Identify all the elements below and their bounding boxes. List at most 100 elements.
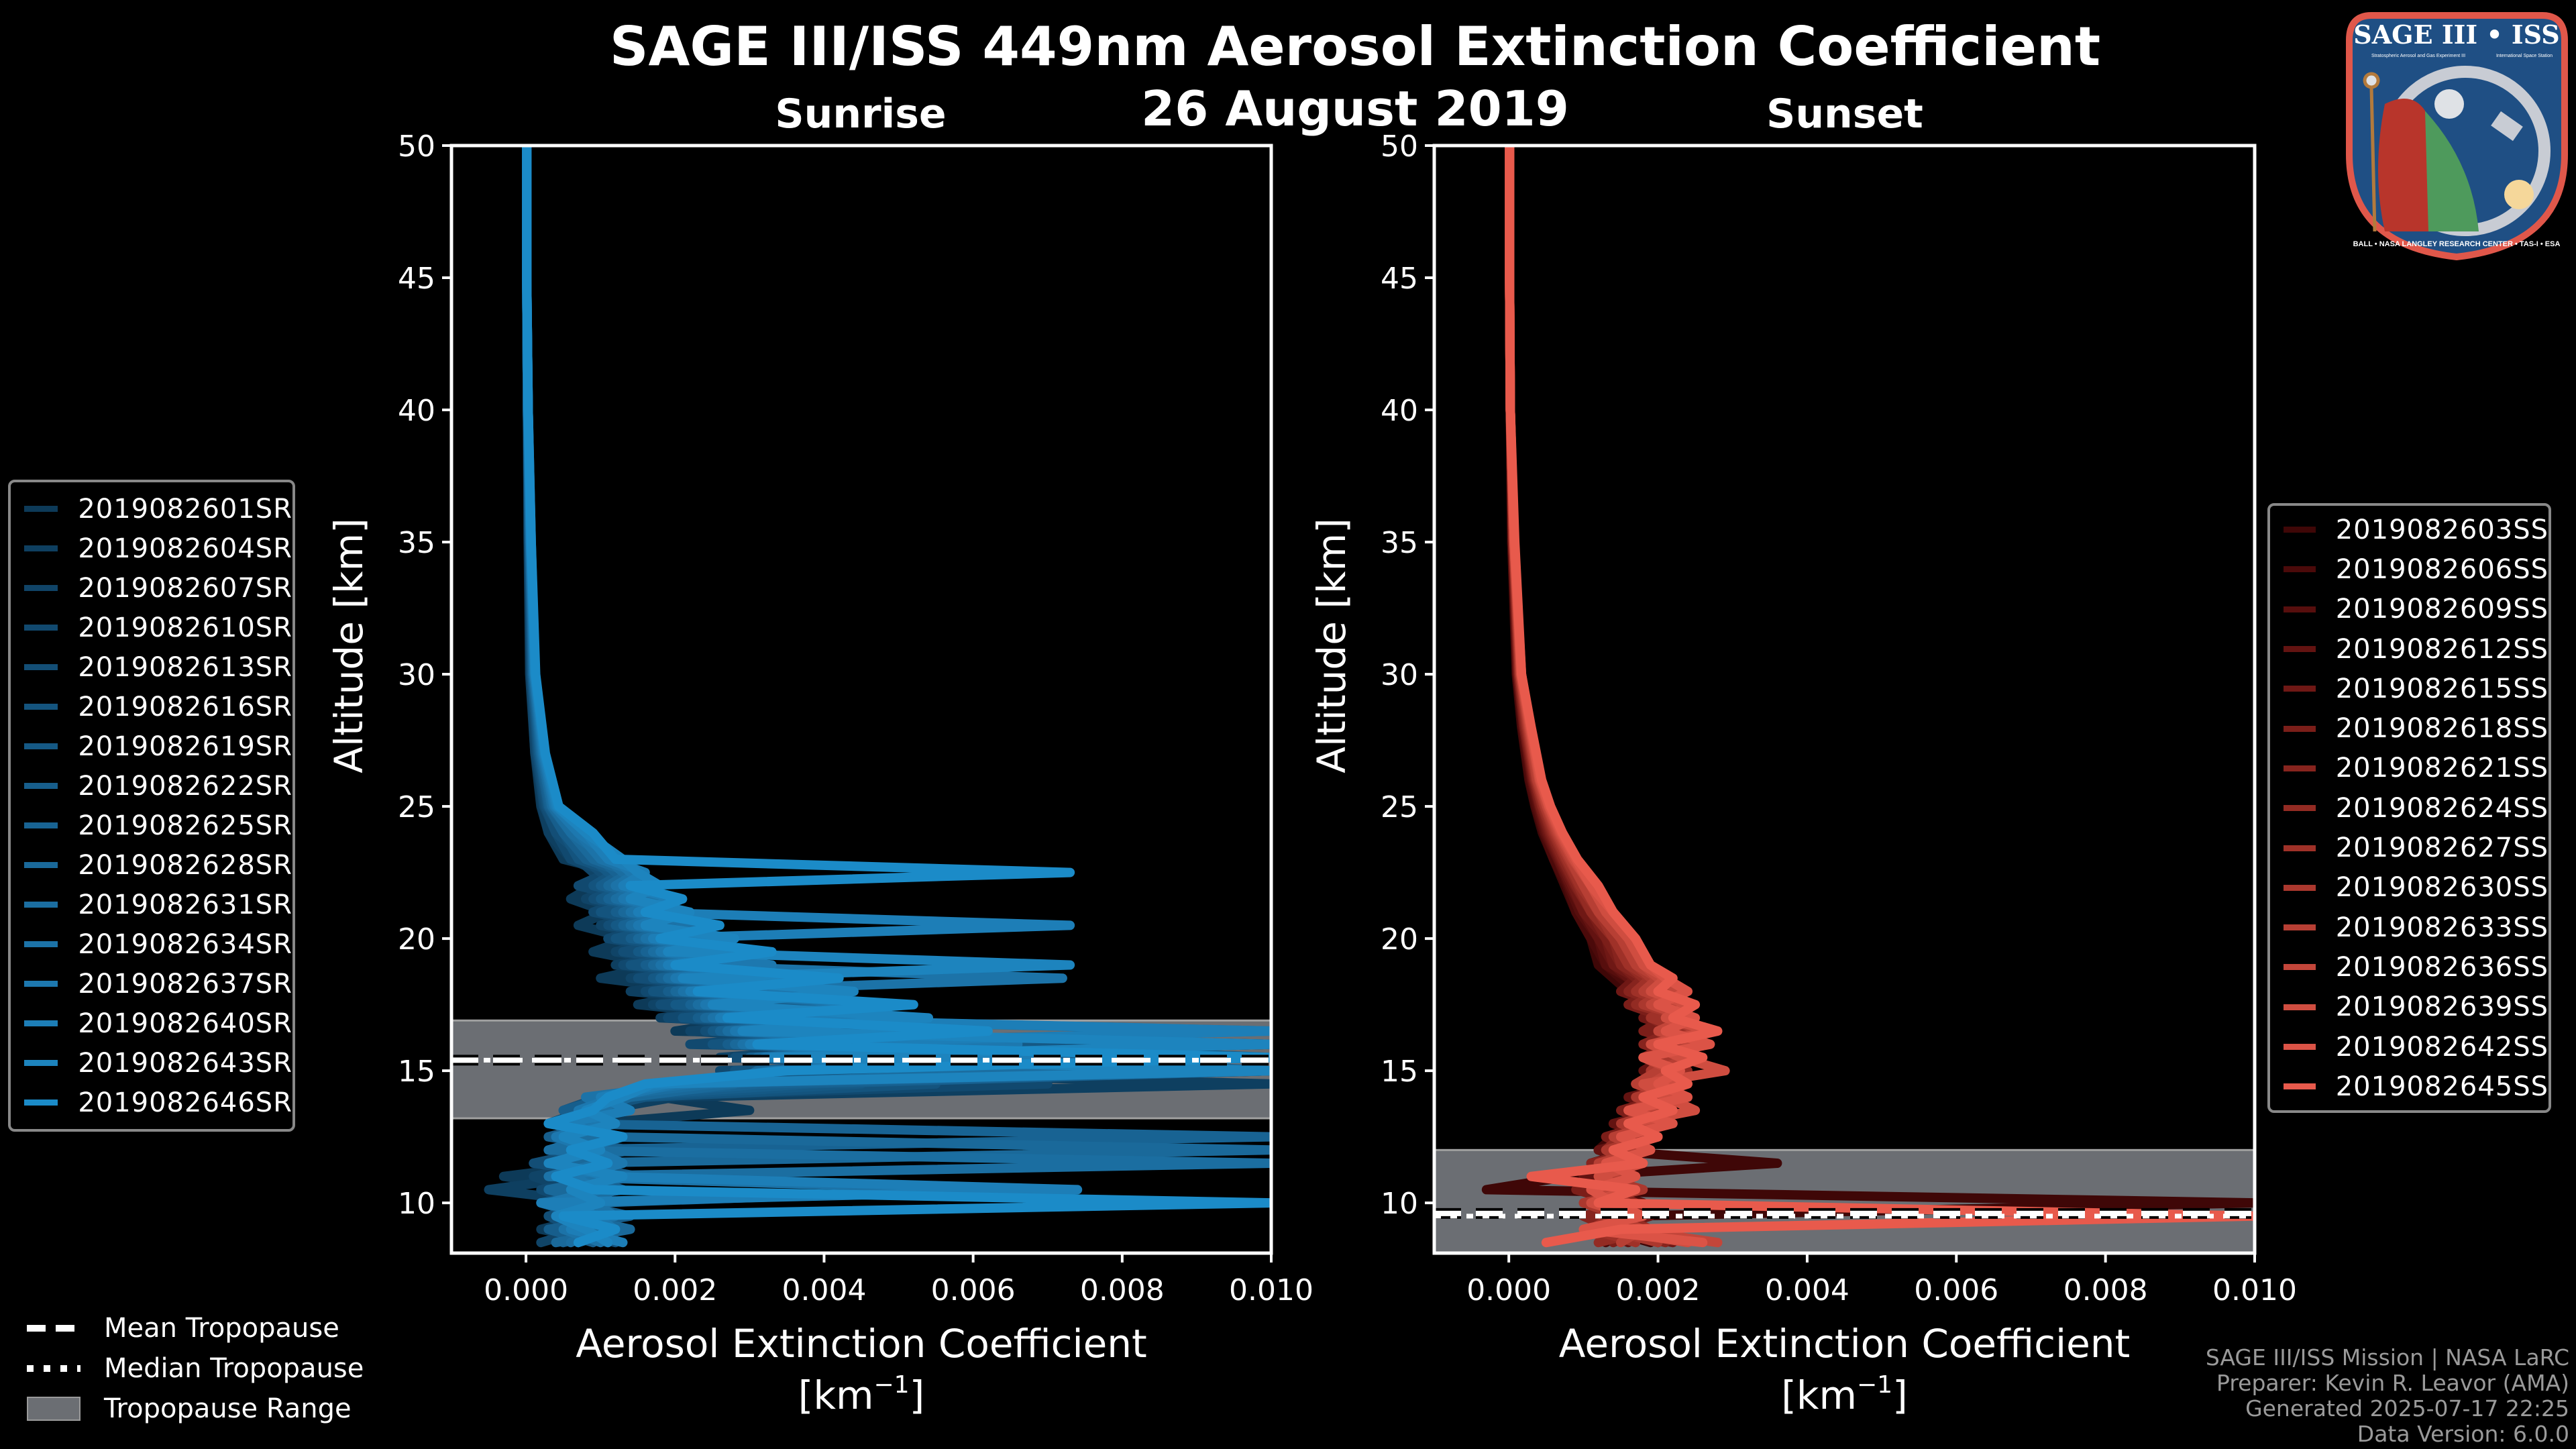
- legend-label: 2019082618SS: [2335, 713, 2548, 745]
- wizard-icon: [2378, 99, 2428, 231]
- y-tick-label: 30: [398, 658, 435, 692]
- legend-swatch: [24, 822, 58, 828]
- legend-item: 2019082610SR: [11, 608, 292, 647]
- legend-swatch: [24, 941, 58, 947]
- legend-label: 2019082646SR: [78, 1087, 292, 1118]
- legend-label: 2019082610SR: [78, 612, 292, 643]
- y-tick-label: 40: [398, 394, 435, 428]
- legend-item: 2019082622SR: [11, 766, 292, 806]
- legend-swatch: [2284, 606, 2316, 612]
- moon-icon: [2434, 89, 2464, 119]
- legend-label: 2019082630SS: [2335, 872, 2548, 904]
- legend-label: 2019082612SS: [2335, 633, 2548, 665]
- legend-label: 2019082627SS: [2335, 833, 2548, 864]
- sun-icon: [2504, 180, 2534, 209]
- legend-item: 2019082630SS: [2270, 868, 2548, 908]
- legend-label: 2019082604SR: [78, 533, 292, 564]
- x-tick-label: 0.008: [1080, 1273, 1165, 1307]
- legend-swatch: [24, 1099, 58, 1106]
- sunrise-panel-title: Sunrise: [775, 91, 947, 138]
- legend-item: 2019082616SR: [11, 687, 292, 727]
- sunset-plot: 10 15 20 25 30 35 40 45 50 0.000 0.002 0.004 0.006 0.…: [1309, 129, 2297, 1418]
- legend-swatch: [24, 783, 58, 789]
- footer-credits: SAGE III/ISS Mission | NASA LaRC Prepare…: [2206, 1345, 2569, 1447]
- legend-swatch: [24, 585, 58, 591]
- legend-item: 2019082634SR: [11, 924, 292, 964]
- y-tick-label: 10: [1381, 1187, 1418, 1221]
- y-tick-label: 30: [1381, 658, 1418, 692]
- sunrise-plot: 10 15 20 25 30 35 40 45 50 0.000 0.002 0.004 0.006 0.…: [326, 129, 1313, 1418]
- legend-item: 2019082624SS: [2270, 788, 2548, 828]
- date-subtitle: 26 August 2019: [1141, 80, 1569, 137]
- legend-label: 2019082628SR: [78, 849, 292, 881]
- y-axis-label: Altitude [km]: [326, 518, 372, 773]
- legend-item: 2019082643SR: [11, 1043, 292, 1083]
- legend-label: 2019082607SR: [78, 572, 292, 604]
- legend-label: 2019082601SR: [78, 493, 292, 525]
- legend-label: 2019082624SS: [2335, 792, 2548, 824]
- x-tick-label: 0.006: [1914, 1273, 1998, 1307]
- legend-item: 2019082615SS: [2270, 669, 2548, 708]
- x-axis-units: [km−1]: [1781, 1371, 1907, 1418]
- legend-swatch: [2284, 646, 2316, 653]
- legend-label: 2019082625SR: [78, 810, 292, 841]
- logo-subtitle-right: International Space Station: [2496, 54, 2553, 58]
- x-axis-units: [km−1]: [798, 1371, 924, 1418]
- legend-item: 2019082640SR: [11, 1004, 292, 1043]
- x-axis-label: Aerosol Extinction Coefficient: [1559, 1321, 2131, 1366]
- legend-swatch: [2284, 1044, 2316, 1050]
- main-title: SAGE III/ISS 449nm Aerosol Extinction Co…: [609, 15, 2101, 78]
- sunset-axes-frame: [1432, 144, 2257, 1255]
- y-tick-label: 20: [398, 922, 435, 957]
- footer-preparer: Preparer: Kevin R. Leavor (AMA): [2216, 1370, 2569, 1396]
- legend-item: 2019082628SR: [11, 845, 292, 885]
- legend-label: Tropopause Range: [104, 1393, 352, 1424]
- legend-swatch: [24, 1020, 58, 1026]
- x-tick-label: 0.010: [1229, 1273, 1313, 1307]
- legend-label: 2019082615SS: [2335, 673, 2548, 704]
- legend-swatch: [2284, 686, 2316, 692]
- legend-label: 2019082640SR: [78, 1008, 292, 1039]
- legend-label: Median Tropopause: [104, 1353, 364, 1384]
- legend-label: 2019082622SR: [78, 770, 292, 802]
- x-tick-label: 0.002: [633, 1273, 717, 1307]
- legend-item: 2019082618SS: [2270, 708, 2548, 748]
- legend-swatch: [2284, 1083, 2316, 1090]
- legend-swatch: [2284, 566, 2316, 573]
- legend-label: 2019082609SS: [2335, 594, 2548, 625]
- legend-label: 2019082643SR: [78, 1047, 292, 1079]
- sunset-panel-title: Sunset: [1766, 91, 1923, 138]
- legend-swatch: [24, 664, 58, 670]
- legend-swatch: [24, 704, 58, 710]
- x-tick-label: 0.004: [1765, 1273, 1849, 1307]
- legend-item: 2019082625SR: [11, 806, 292, 845]
- x-tick-label: 0.000: [484, 1273, 568, 1307]
- legend-label: 2019082637SR: [78, 968, 292, 1000]
- legend-item: 2019082621SS: [2270, 749, 2548, 788]
- legend-item: 2019082613SR: [11, 647, 292, 687]
- legend-swatch: [24, 902, 58, 908]
- legend-item: 2019082627SS: [2270, 828, 2548, 867]
- earth-icon: [2416, 104, 2479, 231]
- legend-label: 2019082639SS: [2335, 991, 2548, 1023]
- x-tick-label: 0.008: [2063, 1273, 2148, 1307]
- y-axis-label: Altitude [km]: [1309, 518, 1354, 773]
- legend-swatch: [2284, 884, 2316, 891]
- legend-mean-tropopause: Mean Tropopause: [20, 1308, 364, 1348]
- y-tick-label: 35: [398, 526, 435, 560]
- legend-swatch: [2284, 765, 2316, 771]
- legend-swatch: [24, 625, 58, 631]
- range-patch-icon: [27, 1397, 80, 1421]
- legend-item: 2019082612SS: [2270, 629, 2548, 669]
- legend-item: 2019082619SR: [11, 727, 292, 766]
- staff-icon: [2363, 72, 2380, 232]
- sunrise-plot-area: [451, 146, 1271, 1248]
- legend-median-tropopause: Median Tropopause: [20, 1348, 364, 1389]
- legend-label: 2019082613SR: [78, 651, 292, 683]
- y-tick-label: 35: [1381, 526, 1418, 560]
- legend-swatch: [2284, 1004, 2316, 1010]
- legend-label: 2019082634SR: [78, 928, 292, 960]
- legend-swatch: [24, 545, 58, 551]
- y-tick-label: 10: [398, 1187, 435, 1221]
